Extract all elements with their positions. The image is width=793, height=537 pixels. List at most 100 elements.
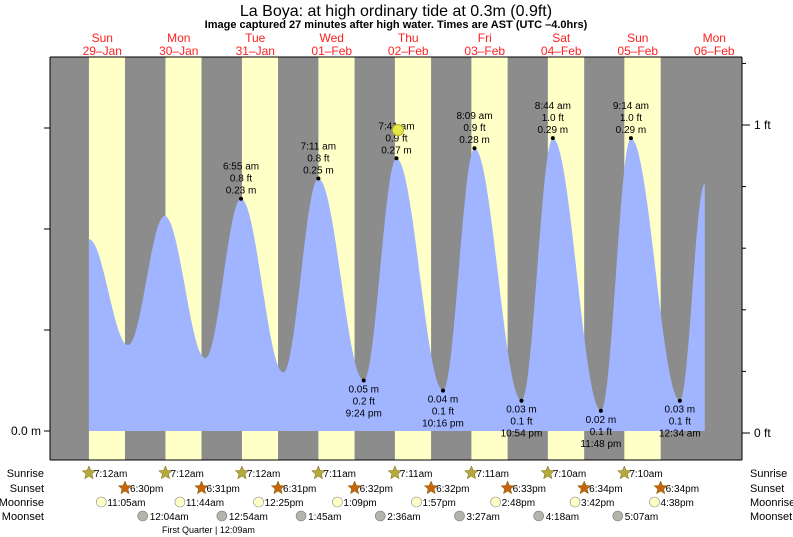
tide-area (88, 138, 705, 431)
moonset-icon (295, 510, 307, 522)
date-label: 04–Feb (541, 44, 582, 58)
right-axis-label-0ft: 0 ft (754, 426, 771, 440)
moonrise-icon (490, 496, 501, 508)
high-tide-meters: 0.29 m (616, 125, 647, 136)
sunrise-icon (617, 465, 632, 480)
chart-title: La Boya: at high ordinary tide at 0.3m (… (240, 3, 552, 20)
day-of-week-label: Sun (92, 31, 113, 45)
sunset-icon (194, 480, 209, 495)
sunrise-icon (464, 465, 479, 480)
high-tide-point (316, 176, 321, 181)
sunset-icon (270, 480, 286, 495)
low-tide-meters: 0.03 m (506, 405, 537, 416)
sunset-time: 6:31pm (283, 484, 316, 495)
date-label: 30–Jan (159, 44, 198, 58)
sunrise-time: 7:11am (400, 469, 433, 480)
sunrise-time: 7:10am (553, 469, 586, 480)
low-tide-feet: 0.1 ft (510, 417, 532, 428)
low-tide-time: 10:16 pm (422, 419, 464, 430)
moonset-time: 2:36am (387, 512, 420, 523)
high-tide-feet: 0.8 ft (307, 154, 329, 165)
current-time-marker (391, 124, 404, 136)
moonset-row-label-left: Moonset (2, 511, 44, 523)
date-label: 02–Feb (388, 44, 429, 58)
moonrise-time: 2:48pm (502, 498, 535, 509)
moonrise-row-label-right: Moonrise (750, 497, 793, 509)
moonset-icon (533, 510, 545, 522)
chart-subtitle: Image captured 27 minutes after high wat… (205, 19, 588, 31)
moonset-time: 12:54am (229, 512, 268, 523)
high-tide-feet: 0.9 ft (463, 123, 485, 134)
low-tide-point (440, 388, 445, 393)
sunrise-icon (158, 465, 173, 480)
sunrise-time: 7:11am (476, 469, 509, 480)
high-tide-point (472, 146, 477, 151)
sunset-time: 6:31pm (207, 484, 240, 495)
sunset-icon (653, 480, 668, 495)
right-axis-label-1ft: 1 ft (754, 118, 771, 132)
moonrise-icon (174, 496, 186, 508)
day-of-week-label: Thu (398, 31, 419, 45)
day-of-week-label: Sun (627, 31, 648, 45)
sunset-time: 6:34pm (666, 484, 699, 495)
moonrise-icon (411, 496, 422, 508)
moonset-row-label-right: Moonset (750, 511, 792, 523)
low-tide-point (519, 398, 524, 403)
high-tide-meters: 0.29 m (538, 125, 569, 136)
high-tide-feet: 0.9 ft (385, 133, 407, 144)
moonset-icon (374, 510, 386, 522)
high-tide-meters: 0.27 m (381, 145, 412, 156)
sunset-time: 6:33pm (513, 484, 546, 495)
low-tide-time: 11:48 pm (580, 439, 621, 450)
sunset-icon (347, 480, 362, 495)
moonrise-icon (649, 496, 660, 508)
sunrise-time: 7:10am (629, 469, 662, 480)
moonrise-time: 12:25pm (265, 498, 304, 509)
high-tide-feet: 1.0 ft (542, 113, 564, 124)
low-tide-meters: 0.05 m (348, 385, 379, 396)
date-label: 01–Feb (311, 44, 352, 58)
sunrise-time: 7:12am (247, 469, 280, 480)
moonrise-row-label-left: Moonrise (0, 497, 44, 509)
high-tide-point (394, 156, 399, 161)
high-tide-time: 9:14 am (613, 101, 649, 112)
moonset-time: 3:27am (466, 512, 499, 523)
date-label: 03–Feb (464, 44, 505, 58)
low-tide-time: 9:24 pm (346, 409, 382, 420)
day-of-week-label: Sat (552, 31, 571, 45)
date-label: 31–Jan (236, 44, 275, 58)
moonrise-icon (332, 496, 343, 508)
high-tide-meters: 0.28 m (459, 135, 490, 146)
moonrise-icon (96, 496, 107, 508)
date-label: 06–Feb (694, 44, 735, 58)
high-tide-time: 8:09 am (456, 111, 492, 122)
moonset-time: 12:04am (150, 512, 189, 523)
low-tide-time: 10:54 pm (501, 429, 543, 440)
low-tide-point (598, 408, 603, 413)
low-tide-feet: 0.1 ft (669, 417, 691, 428)
high-tide-time: 6:55 am (223, 162, 259, 173)
moonset-icon (216, 510, 228, 522)
high-tide-meters: 0.25 m (303, 166, 334, 177)
left-axis-label: 0.0 m (11, 424, 41, 438)
low-tide-meters: 0.03 m (665, 405, 696, 416)
sunset-row-label-left: Sunset (10, 483, 44, 495)
low-tide-feet: 0.1 ft (590, 427, 612, 438)
moonset-icon (454, 510, 465, 522)
sunrise-row-label-right: Sunrise (750, 468, 787, 480)
moonrise-icon (569, 496, 581, 508)
high-tide-point (628, 136, 633, 141)
date-label: 05–Feb (617, 44, 658, 58)
low-tide-point (361, 378, 366, 383)
moonset-icon (137, 510, 149, 522)
high-tide-time: 7:11 am (301, 142, 336, 153)
day-of-week-label: Mon (167, 31, 190, 45)
moonrise-time: 11:44am (186, 498, 224, 509)
moonrise-time: 11:05am (107, 498, 145, 509)
low-tide-point (677, 398, 682, 403)
low-tide-meters: 0.02 m (586, 415, 617, 426)
day-of-week-label: Mon (703, 31, 726, 45)
sunrise-icon (234, 465, 250, 480)
